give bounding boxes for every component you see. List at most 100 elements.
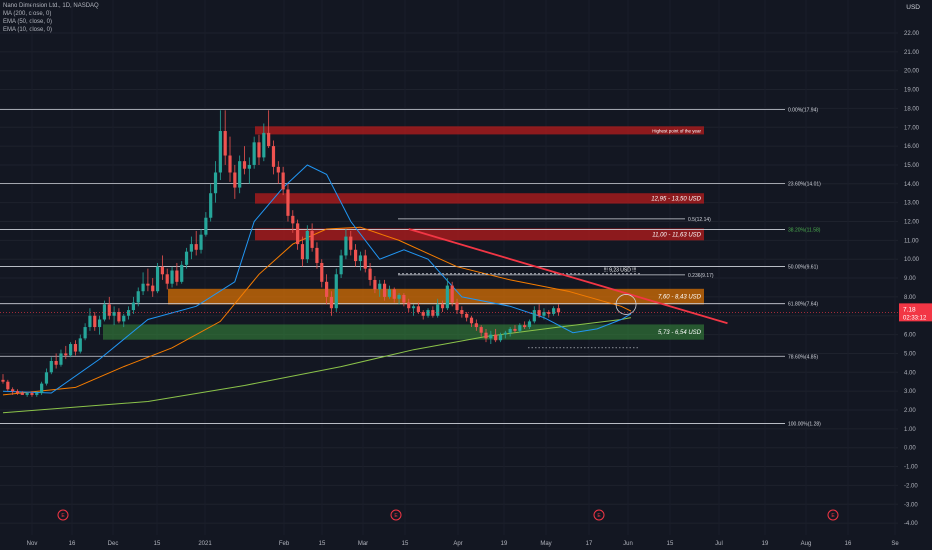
y-tick-label: -2.00 <box>904 483 918 489</box>
candle-body <box>64 353 68 356</box>
candle-body <box>15 391 20 394</box>
grid <box>0 32 898 524</box>
candle-body <box>532 310 536 322</box>
x-tick-label: 16 <box>845 541 852 547</box>
candle-body <box>542 311 546 316</box>
y-tick-label: 19.00 <box>904 88 920 94</box>
fib-levels: 0.00%(17.94) 23.60%(14.01) 0.5(12.14) 38.20… <box>0 108 821 428</box>
indicator-ema50[interactable]: EMA (50, close, 0) <box>3 19 53 25</box>
candle-body <box>228 155 232 173</box>
candle-body <box>556 308 561 313</box>
candle-body <box>49 360 53 373</box>
candle-body <box>267 132 271 147</box>
candle-body <box>262 132 266 158</box>
candle-body <box>223 131 227 156</box>
x-tick-label: 15 <box>154 541 161 547</box>
indicator-ma200[interactable]: MA (200, close, 0) <box>3 11 52 17</box>
fib-label: 50.00%(9.61) <box>788 265 818 271</box>
candle-body <box>170 270 174 284</box>
zone-label: 5,73 - 6,54 USD <box>658 330 702 336</box>
candle-body <box>460 310 464 314</box>
candle-body <box>334 274 338 309</box>
candle-body <box>378 283 382 290</box>
ema50-line <box>2 226 632 396</box>
x-tick-label: 19 <box>762 541 769 547</box>
zone-label: 7,60 - 8,43 USD <box>658 295 702 301</box>
candle-body <box>363 255 367 269</box>
y-tick-label: 17.00 <box>904 125 920 131</box>
candle-body <box>489 334 493 339</box>
candle-body <box>479 327 483 333</box>
candle-body <box>54 360 58 365</box>
symbol-title: Nano Dimension Ltd., 1D, NASDAQ <box>3 3 99 9</box>
candle-body <box>199 234 203 250</box>
candle-body <box>465 313 469 318</box>
fib-label: 61.80%(7.64) <box>788 302 818 308</box>
candle-body <box>353 249 358 262</box>
y-tick-label: 16.00 <box>904 144 920 150</box>
y-tick-label: 12.00 <box>904 220 920 226</box>
candle-body <box>88 315 92 328</box>
y-tick-label: 6.00 <box>904 333 916 339</box>
candle-body <box>112 311 116 316</box>
zone-rect <box>255 193 704 204</box>
fib-label: 23.60%(14.01) <box>788 182 821 188</box>
candle-body <box>1 379 5 382</box>
candle-body <box>117 311 121 322</box>
x-tick-label: Aug <box>801 541 812 547</box>
candle-body <box>518 325 522 331</box>
highlight-circle <box>615 294 637 315</box>
y-tick-label: -3.00 <box>904 502 918 508</box>
candle-body <box>421 311 425 316</box>
zone-rect <box>103 324 704 340</box>
candle-body <box>25 393 29 395</box>
ma200-line <box>2 317 631 414</box>
time-axis[interactable]: Nov 16 Dec 15 2021 Feb 15 Mar 15 Apr 19 May 17 Jun 15 J… <box>27 509 900 547</box>
candle-body <box>107 304 111 316</box>
candle-body <box>35 393 39 395</box>
candle-body <box>276 166 280 173</box>
candle-body <box>44 372 49 384</box>
chart-legend: Nano Dimension Ltd., 1D, NASDAQ MA (200,… <box>3 2 99 34</box>
y-tick-label: 2.00 <box>904 408 916 414</box>
zone-label: 12,95 - 13,50 USD <box>651 196 701 202</box>
candle-body <box>180 264 184 282</box>
earnings-marker <box>827 509 839 521</box>
candle-body <box>146 283 150 286</box>
ema10-line <box>2 164 632 394</box>
candle-body <box>155 266 160 292</box>
candle-body <box>445 285 449 309</box>
candle-body <box>450 285 454 303</box>
candle-body <box>160 266 164 275</box>
candle-body <box>411 306 416 309</box>
candle-body <box>296 223 300 245</box>
candle-body <box>11 389 15 392</box>
overlay: !!! 9,23 USD !!! <box>398 228 728 349</box>
candle-body <box>329 296 334 309</box>
y-tick-label: 18.00 <box>904 106 920 112</box>
x-tick-label: Nov <box>27 541 38 547</box>
trendline <box>408 228 728 325</box>
candle-body <box>402 295 406 303</box>
earnings-marker <box>57 509 69 521</box>
earnings-marker <box>593 509 605 521</box>
x-tick-label: Apr <box>453 541 462 547</box>
fib-label: 0.236(9.17) <box>688 273 714 279</box>
candle-body <box>508 328 512 333</box>
candle-body <box>281 172 285 190</box>
candle-body <box>78 338 82 352</box>
candle-body <box>349 236 353 250</box>
price-axis[interactable]: 22.00 21.00 20.00 19.00 18.00 17.00 16.00 15.00… <box>0 31 932 527</box>
y-tick-label: 1.00 <box>904 427 916 433</box>
candle-body <box>102 304 107 320</box>
candle-body <box>247 164 251 169</box>
x-tick-label: Jun <box>623 541 633 547</box>
candle-body <box>238 161 242 188</box>
candle-body <box>213 172 218 194</box>
candles <box>1 110 561 397</box>
candle-body <box>73 344 78 352</box>
candle-body <box>126 310 131 316</box>
earnings-marker-label: E <box>394 513 398 519</box>
indicator-ema10[interactable]: EMA (10, close, 0) <box>3 27 53 33</box>
